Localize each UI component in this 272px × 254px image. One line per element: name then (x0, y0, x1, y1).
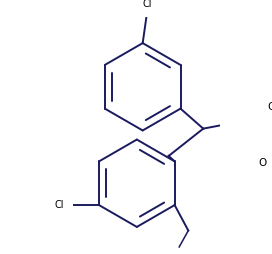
Text: O: O (258, 158, 267, 168)
Text: Cl: Cl (55, 200, 64, 210)
Text: OH: OH (267, 102, 272, 112)
Text: Cl: Cl (143, 0, 152, 9)
